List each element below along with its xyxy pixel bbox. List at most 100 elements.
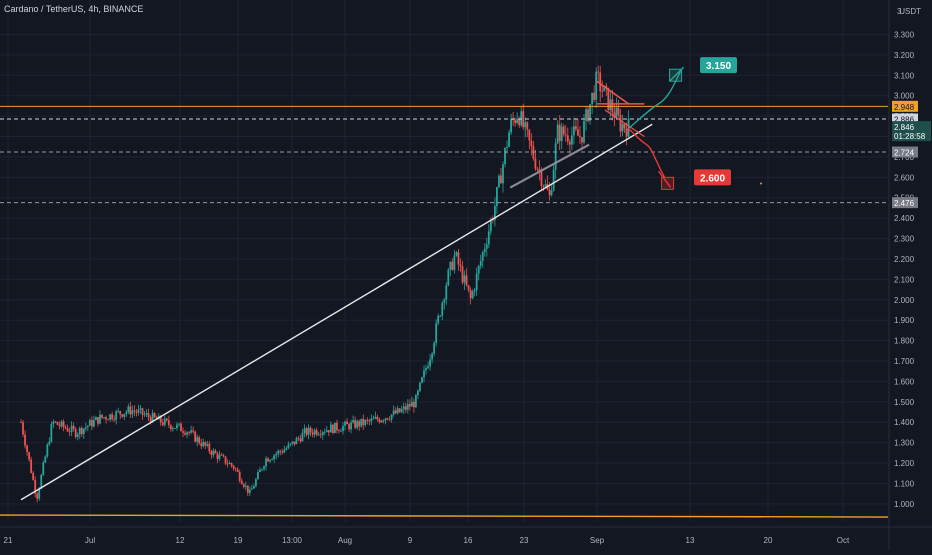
candle xyxy=(72,422,75,432)
candle-body xyxy=(159,415,162,423)
candle-body xyxy=(230,463,233,466)
candle xyxy=(295,436,298,445)
candle-body xyxy=(167,420,170,426)
candle-body xyxy=(348,424,350,430)
currency-prefix: 3 xyxy=(897,7,902,16)
candle-body xyxy=(593,92,596,100)
candle-body xyxy=(336,422,338,431)
candle xyxy=(121,414,124,418)
candle-body xyxy=(194,431,197,442)
candle-body xyxy=(26,445,28,453)
candle xyxy=(90,416,93,431)
candle-body xyxy=(198,437,201,444)
candle-body xyxy=(60,421,63,427)
candle-body xyxy=(68,431,71,433)
candle-body xyxy=(504,148,506,165)
candle-body xyxy=(97,417,99,424)
candle-body xyxy=(275,453,278,456)
candle xyxy=(113,415,116,423)
candle xyxy=(453,250,456,274)
candle xyxy=(275,451,278,460)
candle xyxy=(186,431,188,439)
candle xyxy=(299,434,302,444)
candle-body xyxy=(591,92,594,105)
candle-body xyxy=(234,468,237,470)
candle-body xyxy=(281,451,284,453)
candle-body xyxy=(544,184,547,187)
candle xyxy=(267,456,269,462)
candle-body xyxy=(522,111,525,128)
candle-body xyxy=(540,171,543,187)
candle-body xyxy=(417,390,419,396)
candle-body xyxy=(471,291,474,299)
candle-body xyxy=(331,424,334,433)
candle xyxy=(528,129,531,150)
candle xyxy=(291,441,294,446)
candle xyxy=(429,354,431,371)
candle xyxy=(220,452,223,456)
candle xyxy=(259,466,261,473)
candle-body xyxy=(457,252,460,265)
candle-body xyxy=(212,450,215,455)
candle-body xyxy=(362,418,365,425)
price-level-badge-text: 2.948 xyxy=(894,103,915,112)
price-level-badge xyxy=(892,100,918,112)
down-arrow-icon xyxy=(658,170,672,188)
candle xyxy=(372,415,375,420)
candle-body xyxy=(376,416,379,420)
candle-body xyxy=(554,143,557,170)
candle xyxy=(410,396,413,407)
candle-body xyxy=(512,119,515,121)
candle xyxy=(70,421,73,437)
price-level-badge xyxy=(892,113,918,125)
candle xyxy=(129,401,132,418)
candle-body xyxy=(263,466,265,470)
candle xyxy=(74,427,77,439)
candle xyxy=(500,168,502,184)
candle xyxy=(506,140,508,154)
currency-label: USDT xyxy=(899,7,921,16)
candle xyxy=(105,415,107,424)
candle xyxy=(493,197,496,227)
candle-body xyxy=(498,175,500,188)
candle-body xyxy=(597,71,600,73)
candle-body xyxy=(548,189,551,196)
candle xyxy=(202,438,205,448)
candle xyxy=(86,425,89,432)
candle-body xyxy=(502,164,504,184)
candle-body xyxy=(139,408,142,410)
candle xyxy=(277,449,280,458)
candle xyxy=(384,417,387,425)
candle xyxy=(589,104,591,125)
candle-body xyxy=(609,99,612,110)
candle-body xyxy=(54,421,57,423)
candle xyxy=(396,405,399,415)
candle-body xyxy=(192,430,195,432)
candle xyxy=(311,428,314,438)
candle xyxy=(386,417,389,421)
candle xyxy=(307,424,310,440)
candle-body xyxy=(123,413,126,417)
target-label-box xyxy=(694,169,731,186)
candle-body xyxy=(453,255,456,270)
candle-body xyxy=(182,431,184,433)
candle-body xyxy=(309,427,312,433)
candle-body xyxy=(36,493,39,499)
candle xyxy=(103,416,105,420)
candle-body xyxy=(34,479,37,494)
candle-body xyxy=(319,434,322,436)
candle xyxy=(248,486,251,496)
candle-body xyxy=(323,431,326,433)
candle-body xyxy=(271,459,274,460)
candle-body xyxy=(117,411,120,412)
candle xyxy=(362,414,365,431)
candle xyxy=(368,418,371,426)
candle-body xyxy=(171,428,174,430)
candle-body xyxy=(311,432,314,435)
candle xyxy=(331,423,334,435)
y-tick-label: 3.000 xyxy=(894,92,915,101)
candle-body xyxy=(585,109,587,121)
candle xyxy=(252,483,255,489)
